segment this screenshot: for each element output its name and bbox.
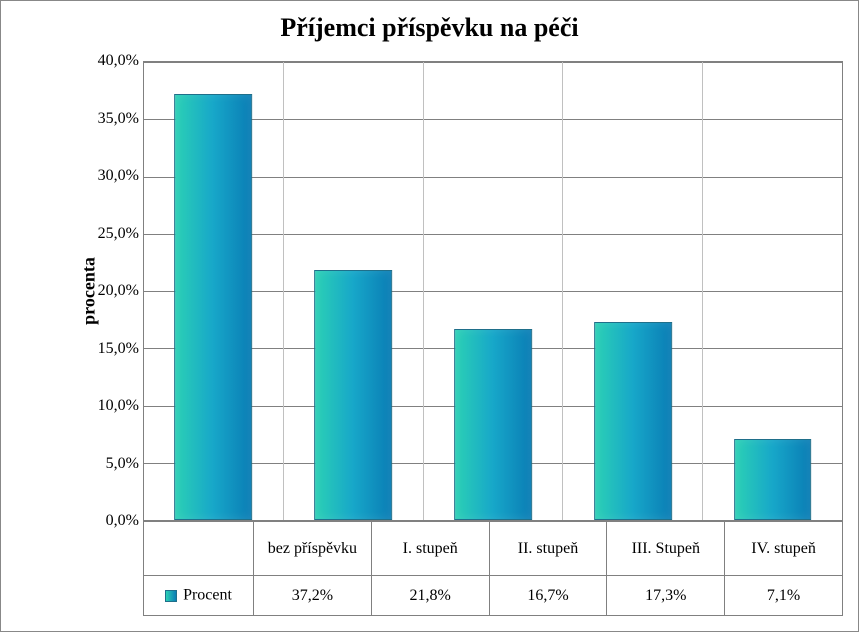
bar-slot — [563, 62, 703, 520]
legend-corner-cell — [144, 522, 254, 576]
value-cell: 17,3% — [607, 576, 725, 616]
category-cell: I. stupeň — [371, 522, 489, 576]
bar — [454, 329, 532, 520]
y-tick-label: 30,0% — [79, 167, 139, 185]
y-tick-label: 0,0% — [79, 512, 139, 530]
category-row: bez příspěvkuI. stupeňII. stupeňIII. Stu… — [144, 522, 843, 576]
legend-series-label: Procent — [183, 587, 232, 604]
value-row: Procent 37,2%21,8%16,7%17,3%7,1% — [144, 576, 843, 616]
value-cell: 21,8% — [371, 576, 489, 616]
plot-wrap: procenta 0,0%5,0%10,0%15,0%20,0%25,0%30,… — [71, 61, 843, 521]
bar-slot — [703, 62, 842, 520]
bar-slot — [424, 62, 564, 520]
y-tick-label: 40,0% — [79, 52, 139, 70]
bar — [734, 439, 812, 520]
category-cell: bez příspěvku — [254, 522, 372, 576]
category-cell: III. Stupeň — [607, 522, 725, 576]
category-cell: II. stupeň — [489, 522, 607, 576]
y-tick-label: 10,0% — [79, 397, 139, 415]
legend-cell: Procent — [144, 576, 254, 616]
bars-row — [144, 62, 842, 520]
legend-swatch-icon — [165, 590, 177, 602]
chart-title: Příjemci příspěvku na péči — [1, 1, 858, 43]
value-cell: 37,2% — [254, 576, 372, 616]
chart-container: Příjemci příspěvku na péči procenta 0,0%… — [0, 0, 859, 632]
category-cell: IV. stupeň — [725, 522, 843, 576]
bar — [314, 270, 392, 520]
value-cell: 7,1% — [725, 576, 843, 616]
y-tick-label: 20,0% — [79, 282, 139, 300]
y-tick-label: 15,0% — [79, 340, 139, 358]
plot-area — [143, 61, 843, 521]
bar-slot — [284, 62, 424, 520]
value-cell: 16,7% — [489, 576, 607, 616]
data-table: bez příspěvkuI. stupeňII. stupeňIII. Stu… — [143, 521, 843, 616]
bar — [175, 94, 253, 520]
y-tick-label: 5,0% — [79, 455, 139, 473]
bar — [594, 322, 672, 520]
y-tick-label: 25,0% — [79, 225, 139, 243]
y-tick-label: 35,0% — [79, 110, 139, 128]
bar-slot — [144, 62, 284, 520]
